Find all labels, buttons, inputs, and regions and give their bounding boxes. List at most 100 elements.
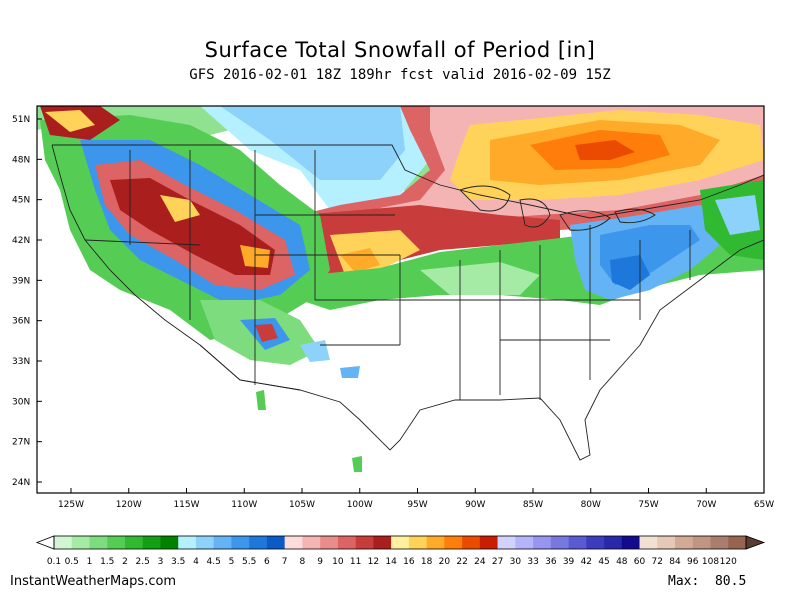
lat-tick-label: 45N: [12, 196, 30, 206]
lat-tick-label: 30N: [12, 397, 30, 407]
legend-swatch: [337, 536, 356, 549]
legend-label: 36: [545, 557, 557, 567]
legend-label: 45: [598, 557, 609, 567]
longitude-axis: 125W 120W 115W 110W 105W 100W 95W 90W 85W 80W 75W 7…: [58, 488, 774, 510]
us-canada-border: [52, 144, 764, 219]
legend-label: 42: [581, 557, 592, 567]
legend-swatch: [284, 536, 303, 549]
legend-swatch: [71, 536, 90, 549]
lat-tick-label: 48N: [12, 155, 30, 165]
legend-swatch: [213, 536, 232, 549]
color-legend: 0.1 0.5 1 1.5 2 2.5 3 3.5 4 4.5 5 5.5 6 7 8 9 10 11 12 14 16…: [35, 535, 766, 567]
legend-swatch: [89, 536, 108, 549]
lon-tick-label: 70W: [696, 500, 716, 510]
legend-label: 9: [317, 557, 323, 567]
lat-tick-label: 42N: [12, 236, 30, 246]
legend-label: 8: [300, 557, 306, 567]
lon-tick-label: 65W: [754, 500, 774, 510]
legend-swatch: [195, 536, 214, 549]
legend-label: 7: [282, 557, 288, 567]
site-credit: InstantWeatherMaps.com: [10, 574, 177, 589]
legend-label: 24: [474, 557, 486, 567]
legend-label: 14: [385, 557, 397, 567]
legend-label: 0.1: [47, 557, 61, 567]
max-value: 80.5: [714, 574, 747, 589]
legend-label: 48: [616, 557, 628, 567]
legend-swatch: [568, 536, 587, 549]
legend-swatch: [728, 536, 747, 549]
legend-label: 39: [563, 557, 575, 567]
legend-swatch: [426, 536, 445, 549]
map-frame: [36, 105, 765, 494]
legend-swatch: [408, 536, 427, 549]
legend-frame: [53, 535, 747, 550]
legend-swatch: [586, 536, 605, 549]
legend-label: 5.5: [242, 557, 256, 567]
legend-label: 60: [634, 557, 646, 567]
legend-swatch: [266, 536, 285, 549]
lon-tick-label: 105W: [289, 500, 315, 510]
legend-label: 30: [510, 557, 522, 567]
legend-swatch: [160, 536, 179, 549]
legend-swatch: [657, 536, 676, 549]
max-readout: Max: 80.5: [668, 574, 746, 589]
lat-tick-label: 33N: [12, 357, 30, 367]
latitude-axis: 51N 48N 45N 42N 39N 36N 33N 30N 27N 24N: [12, 115, 42, 488]
legend-label: 1.5: [100, 557, 114, 567]
legend-label: 0.5: [65, 557, 79, 567]
state-lines: [84, 150, 691, 400]
legend-label: 72: [652, 557, 663, 567]
lon-tick-label: 80W: [581, 500, 601, 510]
legend-label: 96: [687, 557, 699, 567]
legend-label: 4.5: [207, 557, 221, 567]
legend-label: 16: [403, 557, 415, 567]
legend-arrow-right: [745, 535, 766, 550]
legend-swatch: [444, 536, 463, 549]
legend-swatch: [639, 536, 658, 549]
lat-tick-label: 27N: [12, 438, 30, 448]
great-lakes: [459, 185, 656, 231]
max-label: Max:: [668, 574, 700, 589]
legend-label: 6: [264, 557, 270, 567]
lat-tick-label: 39N: [12, 276, 30, 286]
map-subtitle: GFS 2016-02-01 18Z 189hr fcst valid 2016…: [189, 67, 611, 83]
legend-swatch: [515, 536, 534, 549]
legend-swatch: [320, 536, 339, 549]
lon-tick-label: 95W: [407, 500, 427, 510]
legend-label: 20: [439, 557, 451, 567]
boundaries: [51, 144, 764, 461]
legend-swatch: [178, 536, 197, 549]
lon-tick-label: 115W: [173, 500, 199, 510]
legend-label: 33: [527, 557, 538, 567]
legend-swatch: [604, 536, 623, 549]
legend-swatch: [54, 536, 73, 549]
legend-swatch: [533, 536, 552, 549]
legend-arrow-left: [35, 535, 55, 550]
map-title: Surface Total Snowfall of Period [in]: [204, 38, 596, 62]
lon-tick-label: 120W: [116, 500, 142, 510]
legend-swatch: [373, 536, 392, 549]
lon-tick-label: 90W: [465, 500, 485, 510]
legend-swatch: [479, 536, 498, 549]
legend-swatch: [710, 536, 729, 549]
legend-label: 4: [193, 557, 199, 567]
legend-label: 1: [87, 557, 93, 567]
snowfall-field: [37, 106, 764, 472]
legend-label: 3.5: [171, 557, 185, 567]
lon-tick-label: 85W: [523, 500, 543, 510]
lon-tick-label: 125W: [58, 500, 84, 510]
legend-swatch: [692, 536, 711, 549]
legend-swatch: [107, 536, 126, 549]
legend-label: 108: [702, 557, 719, 567]
legend-swatch: [302, 536, 321, 549]
legend-swatch: [124, 536, 144, 549]
lat-tick-label: 36N: [12, 317, 30, 327]
legend-swatch: [675, 536, 694, 549]
legend-swatch: [550, 536, 569, 549]
lon-tick-label: 110W: [231, 500, 257, 510]
legend-swatch: [142, 536, 161, 549]
legend-label: 3: [158, 557, 164, 567]
legend-swatch: [391, 536, 410, 549]
lon-tick-label: 75W: [638, 500, 658, 510]
